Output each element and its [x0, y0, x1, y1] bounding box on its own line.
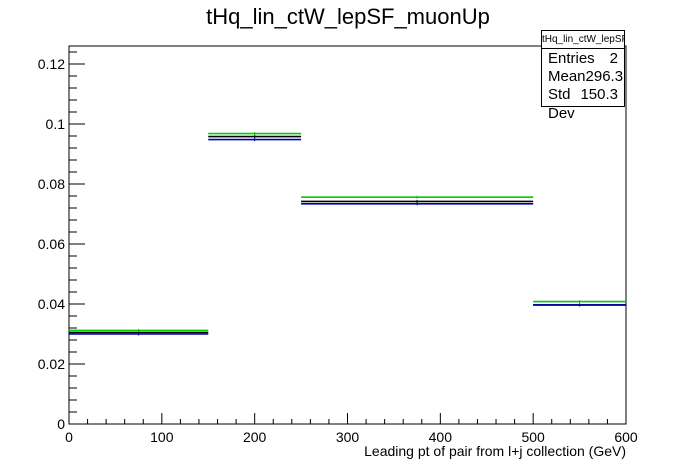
x-tick-label: 0 — [65, 429, 73, 445]
stats-value: 296.3 — [585, 68, 624, 85]
y-tick-label: 0.08 — [38, 176, 65, 192]
stats-row-mean: Mean 296.3 — [542, 67, 624, 85]
x-axis-label: Leading pt of pair from l+j collection (… — [364, 443, 626, 459]
x-tick-label: 500 — [521, 429, 545, 445]
stats-label: Mean — [548, 68, 586, 85]
stats-value: 2 — [609, 50, 618, 67]
x-tick-label: 200 — [243, 429, 267, 445]
y-tick-label: 0 — [57, 416, 65, 432]
stats-box-header: tHq_lin_ctW_lepSF_muonUp — [542, 31, 624, 49]
stats-row-stddev: Std Dev 150.3 — [542, 85, 624, 122]
y-tick-label: 0.1 — [46, 116, 66, 132]
stats-row-entries: Entries 2 — [542, 49, 624, 67]
stats-box: tHq_lin_ctW_lepSF_muonUp Entries 2 Mean … — [541, 30, 625, 122]
x-tick-label: 600 — [614, 429, 638, 445]
y-tick-label: 0.06 — [38, 236, 65, 252]
chart-title: tHq_lin_ctW_lepSF_muonUp — [206, 4, 490, 29]
x-tick-label: 100 — [150, 429, 174, 445]
stats-label: Std Dev — [548, 86, 575, 122]
stats-label: Entries — [548, 50, 595, 67]
y-tick-label: 0.04 — [38, 296, 65, 312]
x-tick-label: 400 — [429, 429, 453, 445]
stats-value: 150.3 — [580, 86, 618, 103]
x-tick-label: 300 — [336, 429, 360, 445]
y-tick-label: 0.02 — [38, 356, 65, 372]
y-tick-label: 0.12 — [38, 56, 65, 72]
